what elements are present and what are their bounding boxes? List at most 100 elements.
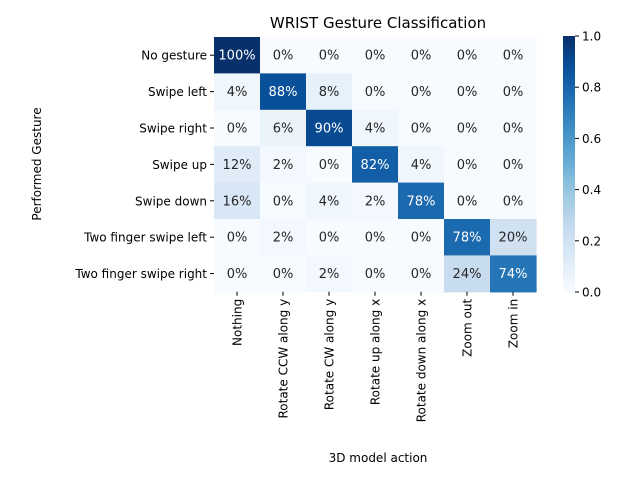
cell-value-label: 0%: [411, 85, 432, 100]
cell-value-label: 4%: [411, 158, 432, 173]
colorbar-tick-label: 0.0: [582, 286, 601, 300]
heatmap-cell: [260, 146, 307, 184]
x-tick-label: Rotate up along x: [369, 299, 383, 405]
cell-value-label: 0%: [227, 231, 248, 246]
heatmap-cell: [352, 146, 399, 184]
heatmap-cell: [260, 109, 307, 147]
cell-value-label: 88%: [269, 85, 298, 100]
heatmap-cell: [490, 37, 537, 74]
heatmap-cell: [214, 219, 261, 256]
cell-value-label: 4%: [227, 85, 248, 100]
heatmap-cell: [398, 37, 445, 74]
heatmap-cell: [260, 73, 307, 111]
cell-value-label: 0%: [273, 49, 294, 64]
heatmap-cell: [398, 73, 445, 111]
heatmap-cell: [398, 219, 445, 256]
heatmap-cell: [398, 182, 445, 220]
heatmap-cell: [490, 73, 537, 111]
cell-value-label: 0%: [273, 194, 294, 209]
heatmap-cell: [352, 37, 399, 74]
cell-value-label: 78%: [453, 231, 482, 246]
cell-value-label: 0%: [411, 231, 432, 246]
cell-value-label: 0%: [411, 267, 432, 282]
x-tick-label: Nothing: [231, 299, 245, 346]
cell-value-label: 2%: [273, 231, 294, 246]
cell-value-label: 20%: [499, 231, 528, 246]
cell-value-label: 0%: [365, 49, 386, 64]
cell-value-label: 82%: [361, 158, 390, 173]
heatmap-cell: [260, 219, 307, 256]
colorbar-tick-label: 0.4: [582, 183, 601, 197]
y-axis-ticks: No gesture Swipe left Swipe right Swipe up S…: [74, 49, 214, 281]
chart-title: WRIST Gesture Classification: [270, 14, 486, 32]
heatmap-cell: [444, 182, 491, 220]
heatmap-cell: [214, 146, 261, 184]
cell-value-label: 0%: [411, 122, 432, 137]
x-tick-label: Rotate CCW along y: [277, 299, 291, 419]
cell-value-label: 0%: [319, 158, 340, 173]
heatmap-cell: [398, 255, 445, 293]
cell-value-label: 0%: [365, 85, 386, 100]
cell-value-label: 6%: [273, 122, 294, 137]
cell-value-label: 0%: [503, 122, 524, 137]
colorbar-tick-label: 0.8: [582, 81, 601, 95]
heatmap-cell: [490, 146, 537, 184]
heatmap-cell: [444, 37, 491, 74]
heatmap-cell: [306, 146, 353, 184]
cell-value-label: 2%: [319, 267, 340, 282]
cell-value-label: 0%: [273, 267, 294, 282]
heatmap-cell: [306, 182, 353, 220]
colorbar-gradient: [563, 36, 575, 292]
heatmap-cell: [306, 219, 353, 256]
cell-value-label: 2%: [365, 194, 386, 209]
cell-value-label: 0%: [457, 85, 478, 100]
cell-value-label: 74%: [499, 267, 528, 282]
heatmap-cell: [352, 182, 399, 220]
cell-value-label: 4%: [319, 194, 340, 209]
heatmap-cell: [306, 255, 353, 293]
y-tick-label: Two finger swipe left: [83, 231, 207, 245]
cell-value-label: 0%: [319, 49, 340, 64]
y-axis-label: Performed Gesture: [30, 107, 44, 220]
cell-value-label: 4%: [365, 122, 386, 137]
heatmap-cell: [352, 109, 399, 147]
heatmap-cell: [352, 73, 399, 111]
heatmap-cell: [490, 255, 537, 293]
heatmap-cell: [444, 255, 491, 293]
x-tick-label: Zoom out: [461, 299, 475, 357]
cell-value-label: 0%: [365, 231, 386, 246]
cell-value-label: 24%: [453, 267, 482, 282]
y-tick-label: No gesture: [141, 49, 207, 63]
colorbar-tick-label: 0.6: [582, 132, 601, 146]
cell-value-label: 0%: [503, 158, 524, 173]
cell-value-label: 90%: [315, 122, 344, 137]
cell-value-label: 12%: [223, 158, 252, 173]
colorbar-tick-label: 1.0: [582, 30, 601, 44]
heatmap-cell: [490, 109, 537, 147]
x-tick-label: Zoom in: [507, 299, 521, 348]
cell-value-label: 0%: [457, 158, 478, 173]
cell-value-label: 0%: [503, 194, 524, 209]
heatmap-cell: [306, 37, 353, 74]
y-tick-label: Swipe left: [148, 85, 207, 99]
heatmap-cell: [214, 37, 261, 74]
x-axis-ticks: Nothing Rotate CCW along y Rotate CW along…: [231, 291, 521, 422]
colorbar-tick-label: 0.2: [582, 234, 601, 248]
cell-value-label: 0%: [457, 49, 478, 64]
heatmap-cell: [214, 73, 261, 111]
cell-value-label: 16%: [223, 194, 252, 209]
heatmap-cell: [214, 109, 261, 147]
cell-value-label: 0%: [227, 122, 248, 137]
heatmap-cell: [490, 182, 537, 220]
heatmap-cell: [214, 182, 261, 220]
heatmap-cell: [490, 219, 537, 256]
heatmap-cell: [444, 73, 491, 111]
y-tick-label: Swipe down: [135, 194, 207, 208]
cell-value-label: 0%: [457, 194, 478, 209]
heatmap-cell: [352, 219, 399, 256]
heatmap-cell: [260, 255, 307, 293]
heatmap-cell: [214, 255, 261, 293]
cell-value-label: 0%: [411, 49, 432, 64]
cell-value-label: 100%: [218, 49, 255, 64]
cell-value-label: 0%: [457, 122, 478, 137]
